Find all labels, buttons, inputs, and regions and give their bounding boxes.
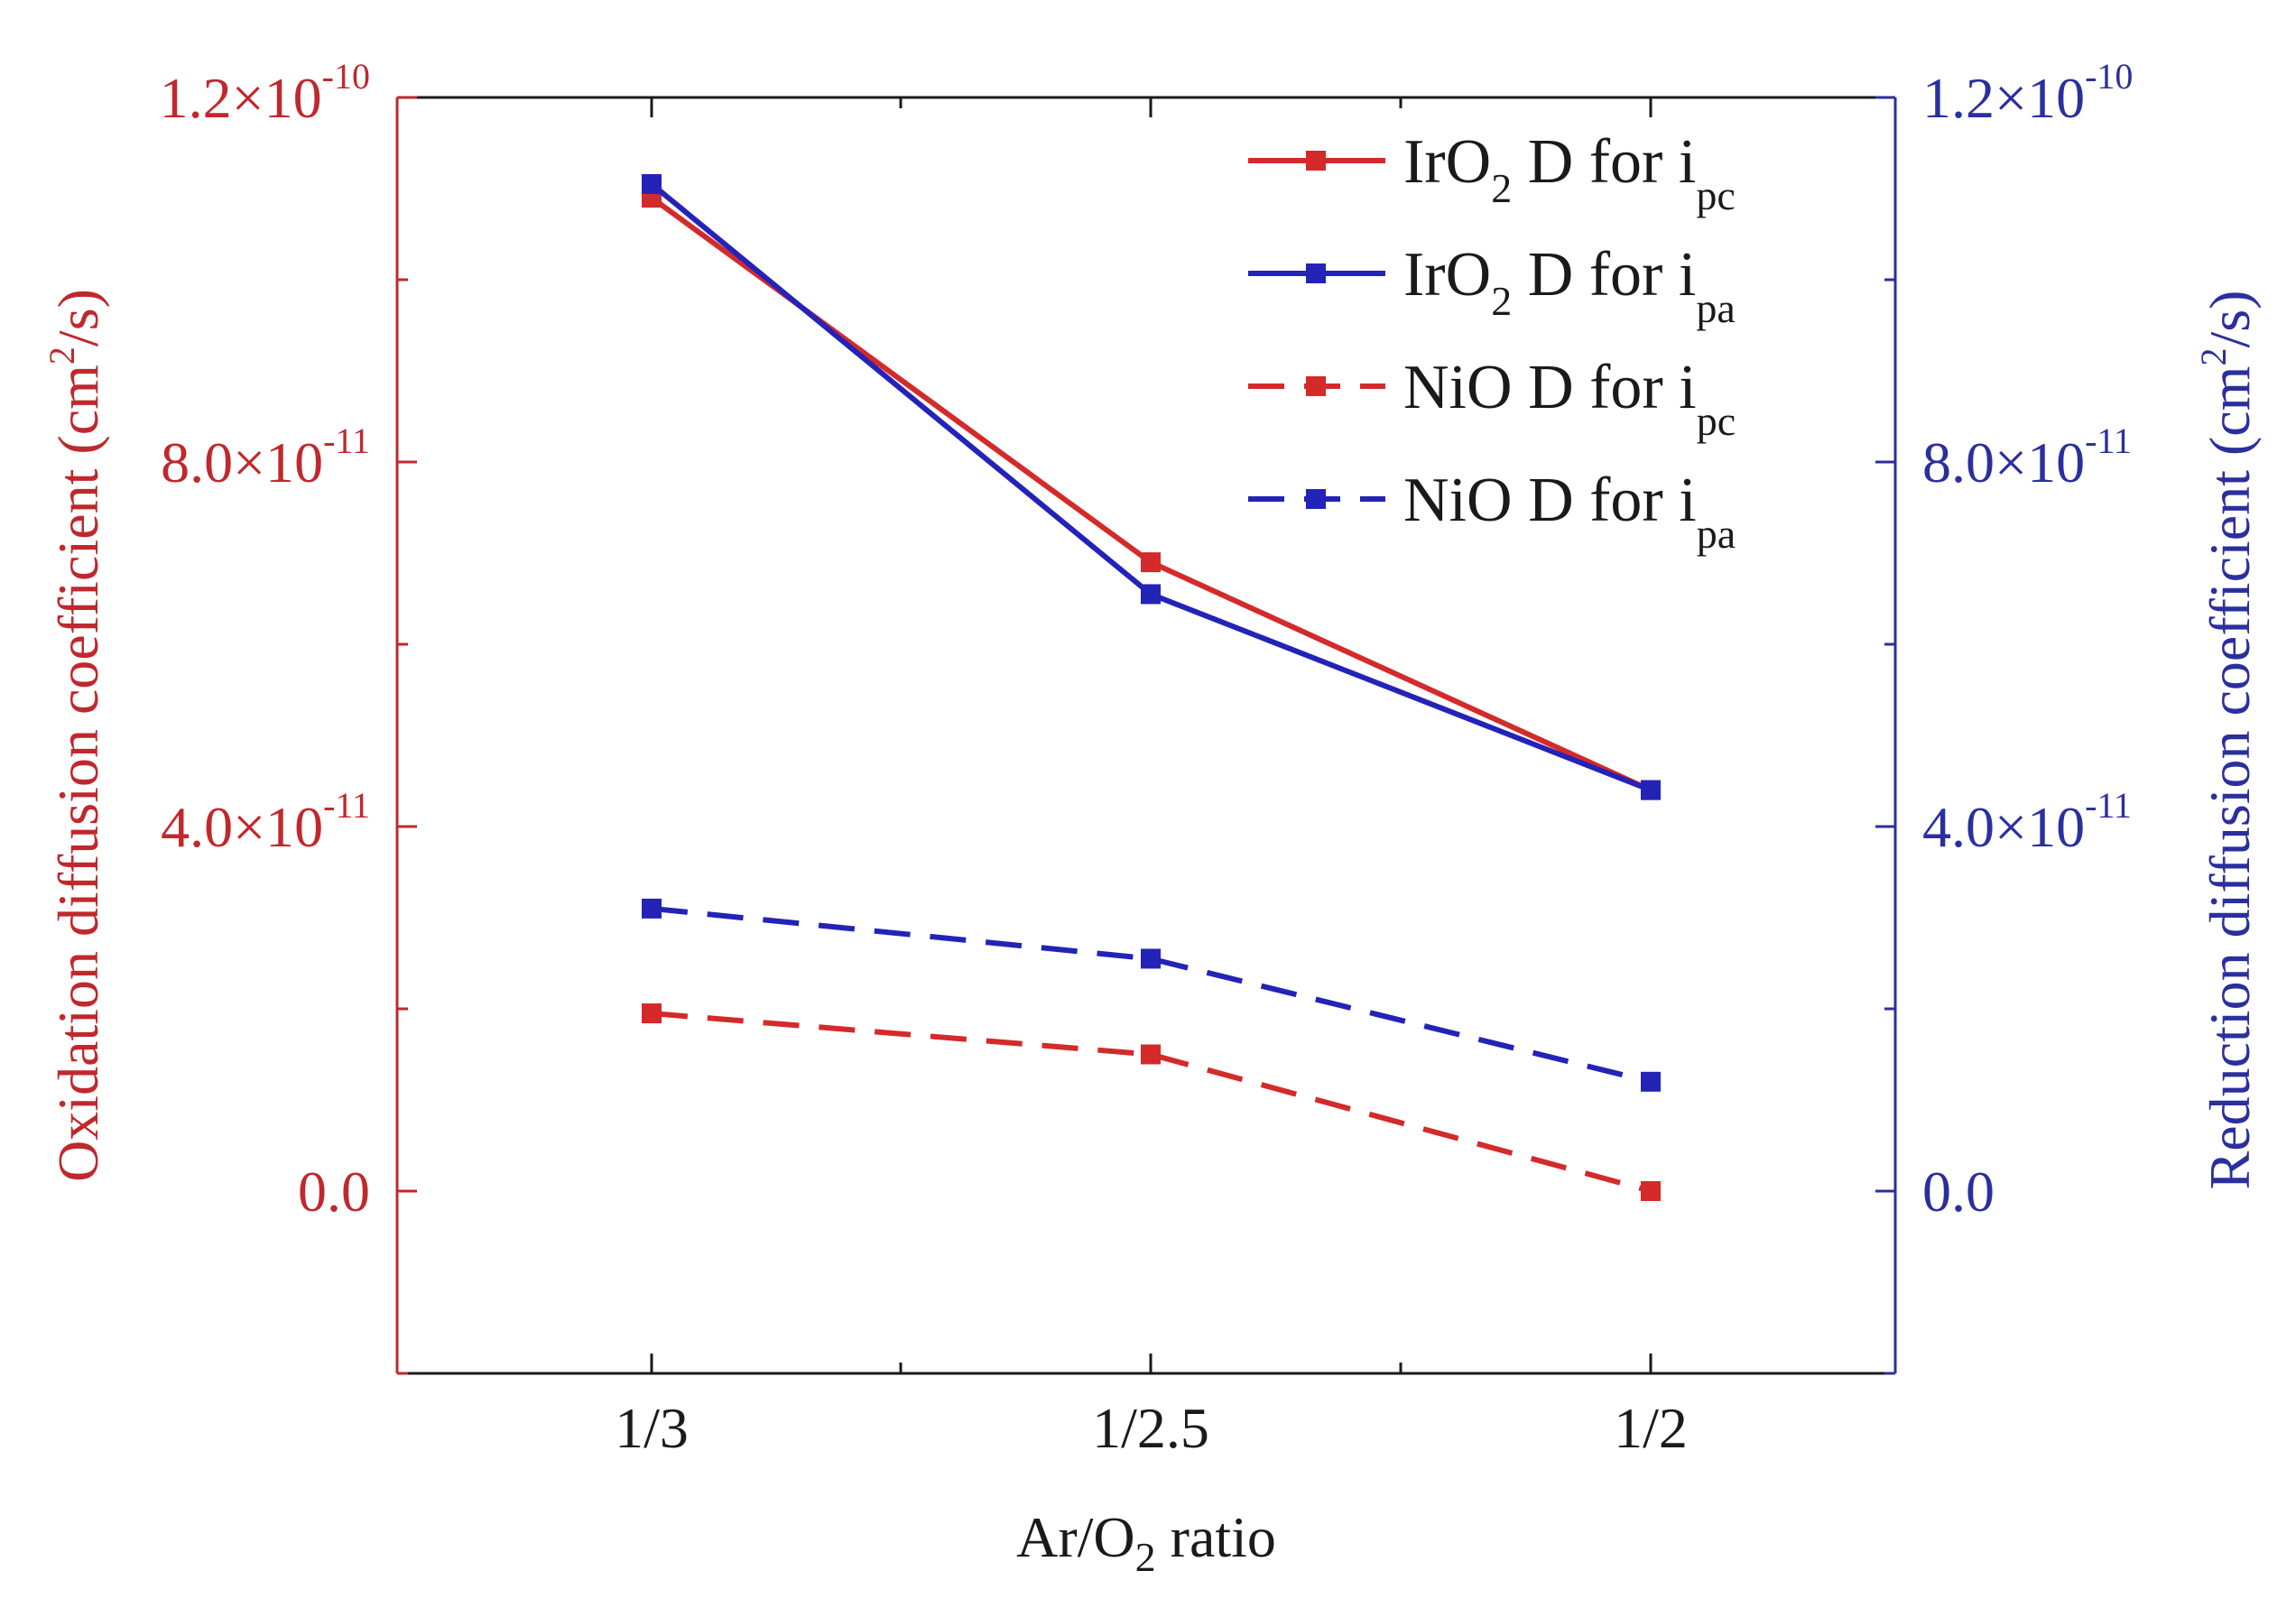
- data-point: [642, 1003, 662, 1024]
- x-axis-title: Ar/O2 ratio: [1016, 1505, 1276, 1580]
- data-point: [642, 173, 662, 194]
- right-y-tick-label: 8.0×10-11: [1922, 420, 2132, 494]
- legend-label-2: IrO2 D for ipa: [1403, 240, 1736, 331]
- data-point: [1641, 780, 1661, 800]
- legend-marker: [1306, 151, 1326, 171]
- legend: IrO2 D for ipc IrO2 D for ipa NiO D for ip…: [1248, 127, 1736, 557]
- right-y-axis-title: Reduction diffusion coefficient (cm2/s): [2193, 291, 2262, 1190]
- x-tick-label: 1/3: [615, 1396, 689, 1460]
- right-y-tick-label: 0.0: [1922, 1160, 1995, 1224]
- left-y-tick-label: 0.0: [298, 1160, 370, 1224]
- x-tick-label: 1/2: [1614, 1396, 1688, 1460]
- legend-label-1: IrO2 D for ipc: [1403, 127, 1736, 218]
- data-point: [1641, 1071, 1661, 1092]
- x-tick-label: 1/2.5: [1092, 1396, 1209, 1460]
- data-point: [1141, 948, 1161, 969]
- series-line-3: [651, 1011, 1652, 1194]
- axis-ticks: 0.0 4.0×10-11 8.0×10-11 1.2×10-10 0.0 4.0×10-…: [160, 56, 2134, 1460]
- plot-frame: [395, 96, 1897, 1375]
- legend-label-4: NiO D for ipa: [1403, 466, 1736, 557]
- series-line-4: [651, 905, 1652, 1085]
- data-point: [1641, 1181, 1661, 1201]
- left-y-axis-title: Oxidation diffusion coefficient (cm2/s): [42, 289, 110, 1182]
- legend-marker: [1306, 263, 1326, 283]
- legend-label-3: NiO D for ipc: [1403, 353, 1736, 444]
- data-point: [1141, 552, 1161, 573]
- data-point: [1141, 1044, 1161, 1065]
- left-y-tick-label: 1.2×10-10: [160, 56, 370, 130]
- left-y-tick-label: 4.0×10-11: [161, 785, 370, 859]
- axis-labels: Ar/O2 ratio Oxidation diffusion coefficie…: [42, 289, 2262, 1580]
- data-point: [1141, 584, 1161, 605]
- data-point: [642, 898, 662, 919]
- right-y-tick-label: 1.2×10-10: [1922, 56, 2133, 130]
- legend-marker: [1306, 376, 1326, 396]
- series-lines: [642, 173, 1661, 1201]
- left-y-tick-label: 8.0×10-11: [161, 420, 370, 494]
- right-y-tick-label: 4.0×10-11: [1922, 785, 2132, 859]
- legend-marker: [1306, 489, 1326, 509]
